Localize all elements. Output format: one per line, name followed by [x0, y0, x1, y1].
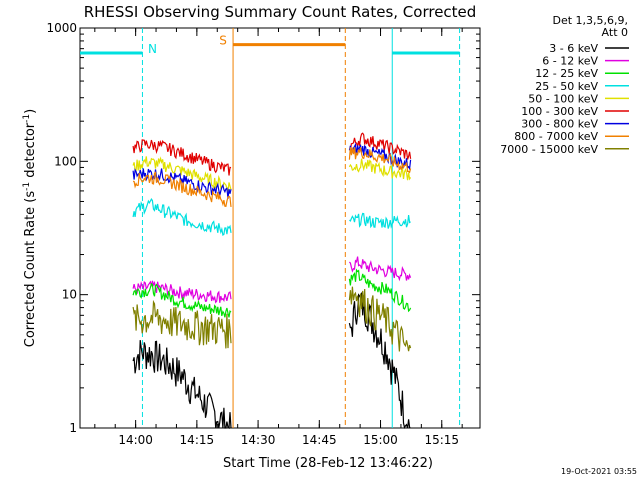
legend-entry-label: 25 - 50 keV	[535, 80, 598, 93]
x-tick-label: 15:00	[363, 433, 398, 447]
series-line-segment	[132, 197, 232, 236]
y-axis-label-sup2: -1	[22, 114, 32, 123]
y-axis-label-mid: detector	[23, 122, 38, 182]
y-tick-label: 100	[54, 154, 77, 168]
legend-entry-label: 3 - 6 keV	[549, 42, 598, 55]
series-line-segment	[132, 168, 232, 199]
annotation-label: S	[219, 34, 227, 48]
series-line-segment	[132, 280, 232, 304]
y-axis-label-main: Corrected Count Rate (s	[23, 191, 38, 348]
legend-entry-label: 100 - 300 keV	[521, 105, 598, 118]
legend-entry-label: 7000 - 15000 keV	[500, 143, 598, 156]
series-line-segment	[132, 156, 232, 192]
x-tick-label: 14:00	[118, 433, 153, 447]
legend-entry-label: 800 - 7000 keV	[514, 130, 598, 143]
plot-frame	[79, 27, 481, 429]
plot-layer: 1 10 100 1000 14:00 14:15 14:30 14:45 15:00 15:15…	[46, 21, 481, 447]
series-line-segment	[132, 299, 232, 349]
legend-entry-label: 6 - 12 keV	[542, 55, 598, 68]
annotation-label: N	[148, 42, 157, 56]
footer-timestamp: 19-Oct-2021 03:55	[561, 467, 637, 476]
x-tick-label: 15:15	[424, 433, 459, 447]
y-tick-label: 1	[69, 421, 77, 435]
series-line-segment	[348, 286, 412, 352]
series-line-segment	[349, 132, 412, 160]
series-line-segment	[348, 256, 412, 282]
x-tick-label: 14:15	[180, 433, 215, 447]
legend-entry-label: 12 - 25 keV	[535, 67, 598, 80]
series-line-segment	[348, 292, 411, 429]
series-line-segment	[132, 139, 232, 176]
y-axis-label-sup1: -1	[22, 182, 32, 191]
series-line-segment	[348, 268, 412, 313]
series-line-segment	[348, 142, 412, 171]
series-line-segment	[348, 158, 412, 181]
series-line-segment	[349, 212, 411, 229]
legend-entry-label: 50 - 100 keV	[528, 92, 598, 105]
y-axis-label: Corrected Count Rate (s-1 detector-1)	[22, 109, 38, 347]
x-axis-label: Start Time (28-Feb-12 13:46:22)	[223, 456, 433, 471]
x-tick-label: 14:30	[241, 433, 276, 447]
series-line-segment	[132, 171, 232, 207]
legend-entry-label: 300 - 800 keV	[521, 118, 598, 131]
y-tick-label: 1000	[46, 21, 77, 35]
series-line-segment	[348, 147, 412, 174]
series-line-segment	[132, 340, 232, 430]
x-tick-label: 14:45	[302, 433, 337, 447]
chart-title: RHESSI Observing Summary Count Rates, Co…	[84, 3, 477, 21]
legend-header-line: Det 1,3,5,6,9,	[552, 14, 628, 27]
series-line-segment	[132, 282, 232, 318]
y-tick-label: 10	[62, 288, 77, 302]
y-axis-label-end: )	[23, 109, 38, 114]
legend-header-line: Att 0	[602, 26, 628, 39]
